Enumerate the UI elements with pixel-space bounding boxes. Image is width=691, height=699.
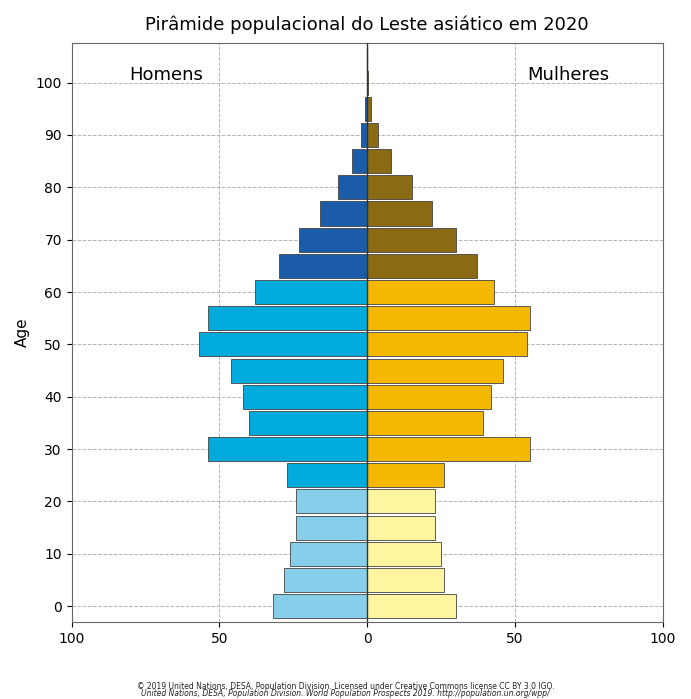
- Bar: [273, 594, 367, 618]
- Bar: [367, 175, 412, 199]
- Bar: [320, 201, 367, 226]
- Bar: [367, 96, 371, 121]
- Bar: [296, 516, 367, 540]
- Text: United Nations, DESA, Population Division. World Population Prospects 2019. http: United Nations, DESA, Population Divisio…: [141, 689, 550, 698]
- Bar: [255, 280, 367, 304]
- Bar: [299, 228, 367, 252]
- Bar: [367, 489, 435, 514]
- Bar: [367, 201, 433, 226]
- Bar: [367, 568, 444, 592]
- Bar: [367, 516, 435, 540]
- Bar: [361, 123, 367, 147]
- Bar: [278, 254, 367, 278]
- Bar: [367, 149, 391, 173]
- Bar: [367, 437, 530, 461]
- Bar: [231, 359, 367, 382]
- Bar: [367, 306, 530, 330]
- Text: © 2019 United Nations, DESA, Population Division. Licensed under Creative Common: © 2019 United Nations, DESA, Population …: [137, 682, 554, 691]
- Text: Homens: Homens: [129, 66, 203, 84]
- Bar: [367, 71, 368, 94]
- Bar: [367, 411, 482, 435]
- Bar: [207, 437, 367, 461]
- Y-axis label: Age: Age: [15, 318, 30, 347]
- Bar: [243, 384, 367, 409]
- Title: Pirâmide populacional do Leste asiático em 2020: Pirâmide populacional do Leste asiático …: [145, 15, 589, 34]
- Text: Mulheres: Mulheres: [527, 66, 609, 84]
- Bar: [367, 359, 503, 382]
- Bar: [296, 489, 367, 514]
- Bar: [367, 254, 477, 278]
- Bar: [367, 280, 494, 304]
- Bar: [207, 306, 367, 330]
- Bar: [367, 384, 491, 409]
- Bar: [367, 463, 444, 487]
- Bar: [352, 149, 367, 173]
- Bar: [367, 228, 456, 252]
- Bar: [338, 175, 367, 199]
- Bar: [367, 123, 377, 147]
- Bar: [367, 332, 527, 356]
- Bar: [290, 542, 367, 565]
- Bar: [249, 411, 367, 435]
- Bar: [365, 96, 367, 121]
- Bar: [367, 542, 441, 565]
- Bar: [367, 594, 456, 618]
- Bar: [287, 463, 367, 487]
- Bar: [199, 332, 367, 356]
- Bar: [285, 568, 367, 592]
